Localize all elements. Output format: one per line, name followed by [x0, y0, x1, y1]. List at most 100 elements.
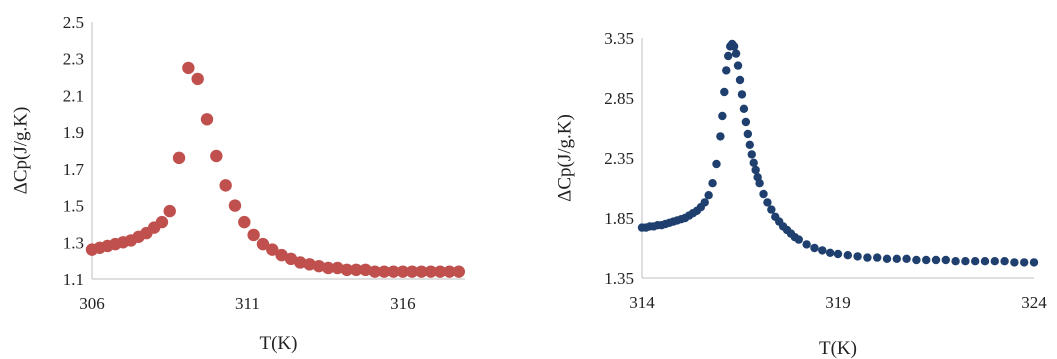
data-point	[708, 179, 717, 188]
data-point	[256, 237, 270, 251]
data-point	[247, 228, 260, 242]
data-point	[863, 253, 872, 262]
y-tick-label: 1.1	[63, 270, 84, 289]
data-point	[892, 254, 901, 263]
chart-right-x-axis-label: T(K)	[819, 338, 857, 359]
data-point	[720, 87, 729, 97]
x-tick-label: 311	[235, 294, 260, 313]
data-point	[322, 261, 335, 275]
chart-right: 314 319 324 1.35 1.85 2.35 2.85 3.35 T(K) ΔCp(…	[554, 29, 1047, 359]
data-point	[210, 149, 223, 163]
data-point	[745, 140, 754, 149]
data-point	[1010, 258, 1019, 267]
data-point	[443, 265, 456, 278]
data-point	[818, 246, 827, 255]
data-point	[700, 198, 709, 207]
data-point	[340, 263, 354, 277]
y-tick-label: 1.5	[63, 197, 84, 216]
data-point	[990, 257, 999, 266]
chart-left-x-axis-label: T(K)	[260, 333, 298, 354]
data-point	[922, 255, 931, 265]
chart-right-x-ticks: 314 319 324	[629, 293, 1047, 312]
data-point	[163, 204, 176, 218]
data-point	[873, 253, 882, 262]
data-point	[1019, 258, 1029, 267]
data-point	[735, 75, 745, 85]
x-tick-label: 306	[79, 294, 105, 313]
x-tick-label: 314	[629, 293, 655, 312]
data-point	[722, 66, 731, 75]
y-tick-label: 2.85	[604, 89, 634, 108]
data-point	[749, 158, 758, 167]
data-point	[763, 198, 772, 207]
x-tick-label: 324	[1021, 293, 1047, 312]
x-tick-label: 319	[825, 293, 851, 312]
data-point	[219, 179, 232, 192]
data-point	[931, 255, 941, 265]
data-point	[912, 255, 921, 265]
y-tick-label: 2.3	[63, 50, 84, 69]
data-point	[433, 265, 447, 278]
chart-right-y-axis-label: ΔCp(J/g.K)	[554, 114, 575, 202]
data-point	[405, 265, 419, 278]
chart-left-points	[85, 61, 465, 278]
data-point	[303, 258, 316, 271]
data-point	[724, 51, 733, 61]
chart-left-x-ticks: 306 311 316	[79, 294, 415, 313]
data-point	[155, 215, 169, 229]
data-point	[284, 252, 298, 266]
data-point	[755, 179, 764, 188]
data-point	[294, 256, 307, 269]
chart-left: 306 311 316 1.11.31.51.71.92.12.32.5 T(K) …	[10, 13, 465, 354]
data-point	[238, 215, 251, 229]
data-point	[350, 263, 363, 277]
data-point	[172, 151, 186, 165]
data-point	[396, 265, 410, 278]
data-point	[853, 252, 862, 261]
data-point	[1029, 258, 1039, 267]
data-point	[751, 165, 760, 175]
data-point	[739, 104, 749, 114]
data-point	[759, 189, 768, 199]
data-point	[228, 199, 242, 212]
data-point	[961, 257, 970, 266]
y-tick-label: 1.9	[63, 123, 84, 142]
x-tick-label: 316	[390, 294, 416, 313]
data-point	[182, 61, 195, 75]
data-point	[312, 259, 326, 273]
data-point	[377, 265, 391, 278]
chart-left-axes	[91, 22, 465, 280]
data-point	[833, 249, 843, 259]
data-point	[810, 243, 819, 253]
y-tick-label: 2.5	[63, 13, 84, 32]
data-point	[200, 113, 214, 126]
chart-right-points	[637, 39, 1039, 267]
data-point	[387, 265, 400, 278]
data-point	[452, 265, 465, 278]
data-point	[359, 263, 372, 277]
data-point	[825, 248, 835, 257]
data-point	[747, 150, 756, 159]
y-tick-label: 1.35	[604, 269, 634, 288]
y-tick-label: 3.35	[604, 29, 634, 48]
data-point	[1000, 257, 1009, 266]
y-tick-label: 2.35	[604, 149, 634, 168]
y-tick-label: 1.7	[63, 160, 85, 179]
chart-left-y-ticks: 1.1 1.3 1.5 1.7 1.9 2.1 2.3 2.5	[63, 13, 85, 289]
data-point	[729, 42, 739, 51]
data-point	[737, 90, 747, 99]
data-point	[743, 129, 753, 139]
data-point	[971, 257, 980, 266]
data-point	[767, 205, 776, 214]
data-point	[716, 132, 725, 141]
data-point	[275, 248, 288, 262]
y-tick-label: 1.85	[604, 209, 634, 228]
data-point	[368, 265, 382, 278]
data-point	[704, 191, 713, 200]
data-point	[731, 49, 741, 58]
data-point	[266, 243, 279, 256]
y-tick-label: 2.1	[63, 86, 84, 105]
chart-left-y-axis-label: ΔCp(J/g.K)	[10, 107, 31, 195]
data-point	[415, 265, 428, 278]
